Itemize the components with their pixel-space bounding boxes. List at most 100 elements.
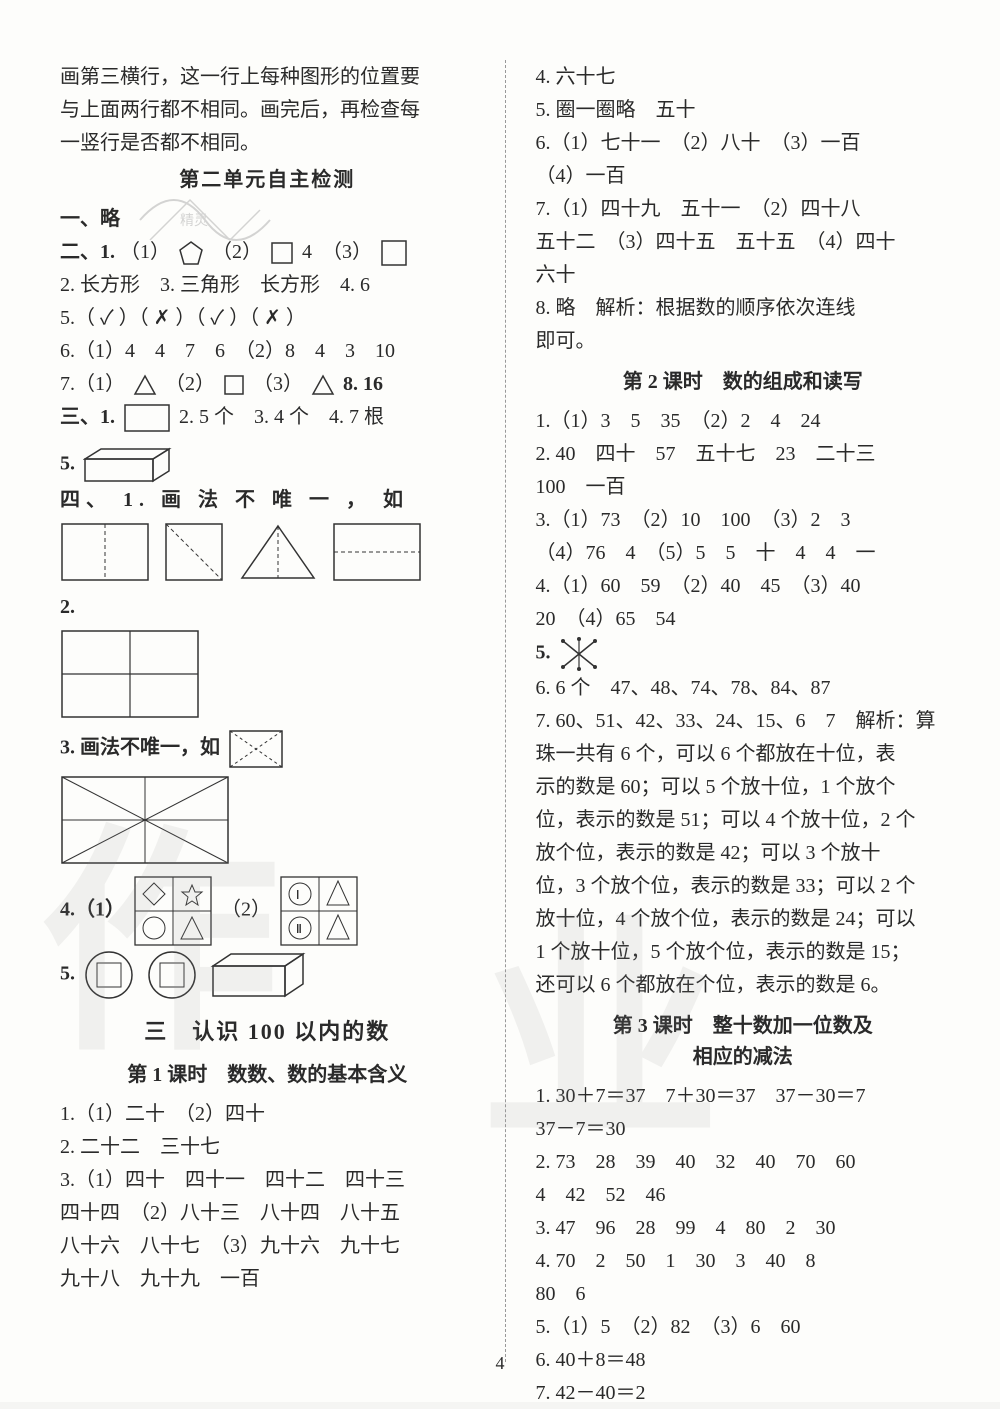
answer-line: 2. 二十二 三十七 (60, 1132, 475, 1163)
answer-line: 六十 (536, 260, 951, 291)
column-divider (505, 60, 506, 1362)
shape-row-2 (60, 629, 475, 719)
answer-line: 6. 6 个 47、48、74、78、84、87 (536, 673, 951, 704)
shape-row-1 (60, 522, 475, 582)
grid-shapes-1-icon (133, 875, 213, 947)
triangle-icon (311, 374, 335, 396)
answer-line: 八十六 八十七 （3）九十六 九十七 (60, 1231, 475, 1262)
intro-text: 与上面两行都不相同。画完后，再检查每 (60, 95, 475, 126)
answer-line: 1.（1）3 5 35 （2）2 4 24 (536, 406, 951, 437)
section-4-q2: 2. (60, 592, 475, 623)
answer-line: 放个位，表示的数是 42；可以 3 个放十 (536, 838, 951, 869)
answer-line: 4.（1）60 59 （2）40 45 （3）40 (536, 571, 951, 602)
label: 三、1. (60, 406, 115, 428)
label: 5. (60, 963, 75, 985)
section-3-q5: 5. (60, 447, 475, 483)
text: （2） (212, 241, 262, 263)
answer-line: 1. 30＋7＝37 7＋30＝37 37－30＝7 (536, 1081, 951, 1112)
answer-line: 7.（1）四十九 五十一 （2）四十八 (536, 194, 951, 225)
label: 4.（1） (60, 899, 125, 921)
answer-line: 即可。 (536, 326, 951, 357)
answer-line: 5.（ ✓ ）（ ✗ ）（ ✓ ）（ ✗ ） (60, 303, 475, 334)
rectangle-icon (123, 403, 171, 433)
answer-line: 1 个放十位，5 个放个位，表示的数是 15； (536, 937, 951, 968)
svg-text:Ⅱ: Ⅱ (296, 922, 302, 936)
unit-title: 三 认识 100 以内的数 (60, 1015, 475, 1049)
label: 5. (536, 642, 551, 664)
left-column: 画第三横行，这一行上每种图形的位置要 与上面两行都不相同。画完后，再检查每 一竖… (60, 60, 475, 1362)
answer-line: 2. 长方形 3. 三角形 长方形 4. 6 (60, 270, 475, 301)
answer-line: 6.（1）七十一 （2）八十 （3）一百 (536, 128, 951, 159)
test-title: 第二单元自主检测 (60, 165, 475, 196)
text: 8. 16 (343, 373, 383, 395)
text: （2） (221, 899, 271, 921)
answer-line: 100 一百 (536, 472, 951, 503)
text: 7.（1） (60, 373, 125, 395)
section-4-q4: 4.（1） （2） Ⅰ Ⅱ (60, 875, 475, 947)
triangle-icon (133, 374, 157, 396)
grid-shapes-2-icon: Ⅰ Ⅱ (279, 875, 359, 947)
rect-quartered-icon (60, 775, 230, 865)
page: 作 业 画第三横行，这一行上每种图形的位置要 与上面两行都不相同。画完后，再检查… (0, 0, 1000, 1402)
square-icon (223, 374, 245, 396)
rect-x-icon (228, 729, 284, 769)
intro-text: 画第三横行，这一行上每种图形的位置要 (60, 62, 475, 93)
circle-square-icon (146, 949, 198, 1001)
label: 5. (60, 453, 75, 475)
section-4-q3: 3. 画法不唯一，如 (60, 729, 475, 769)
svg-text:Ⅰ: Ⅰ (296, 888, 300, 902)
section-1: 一、略 (60, 204, 475, 235)
answer-line: （4）76 4 （5）5 5 十 4 4 一 (536, 538, 951, 569)
section-3: 三、1. 2. 5 个 3. 4 个 4. 7 根 (60, 402, 475, 433)
answer-line: 五十二 （3）四十五 五十五 （4）四十 (536, 227, 951, 258)
square-dashed-diag-icon (164, 522, 224, 582)
circle-square-icon (83, 949, 135, 1001)
text: （2） (165, 373, 215, 395)
answer-line: 37－7＝30 (536, 1114, 951, 1145)
answer-line: 1.（1）二十 （2）四十 (60, 1099, 475, 1130)
pentagon-icon (178, 240, 204, 266)
answer-line: 四十四 （2）八十三 八十四 八十五 (60, 1198, 475, 1229)
answer-line: 7. 60、51、42、33、24、15、6 7 解析：算 (536, 706, 951, 737)
answer-line: 3.（1）四十 四十一 四十二 四十三 (60, 1165, 475, 1196)
section-4-q1: 四、 1. 画 法 不 唯 一 ， 如 (60, 485, 475, 516)
answer-line: 位，3 个放个位，表示的数是 33；可以 2 个 (536, 871, 951, 902)
answer-line: 珠一共有 6 个，可以 6 个都放在十位，表 (536, 739, 951, 770)
cuboid-icon (209, 950, 309, 1000)
label: 二、1. (60, 241, 115, 263)
answer-line: 2. 40 四十 57 五十七 23 二十三 (536, 439, 951, 470)
section-4-q5: 5. (60, 949, 475, 1001)
answer-line: 还可以 6 个都放在个位，表示的数是 6。 (536, 970, 951, 1001)
answer-line: 4. 六十七 (536, 62, 951, 93)
page-number: 4 (0, 1350, 1000, 1378)
answer-line: 3. 47 96 28 99 4 80 2 30 (536, 1213, 951, 1244)
shape-row-3 (60, 775, 475, 865)
answer-line: 放十位，4 个放个位，表示的数是 24；可以 (536, 904, 951, 935)
lesson3-title-a: 第 3 课时 整十数加一位数及 (536, 1011, 951, 1042)
answer-line: 示的数是 60；可以 5 个放十位，1 个放个 (536, 772, 951, 803)
section-2-q7: 7.（1） （2） （3） 8. 16 (60, 369, 475, 400)
answer-line: 8. 略 解析：根据数的顺序依次连线 (536, 293, 951, 324)
answer-line: 2. 73 28 39 40 32 40 70 60 (536, 1147, 951, 1178)
text: （3） (253, 373, 303, 395)
lesson2-title: 第 2 课时 数的组成和读写 (536, 367, 951, 398)
grid-2x2-icon (60, 629, 200, 719)
answer-line: 7. 42－40＝2 (536, 1378, 951, 1409)
answer-line: 6.（1）4 4 7 6 （2）8 4 3 10 (60, 336, 475, 367)
square-icon (270, 241, 294, 265)
label: 3. 画法不唯一，如 (60, 737, 220, 759)
right-column: 4. 六十七 5. 圈一圈略 五十 6.（1）七十一 （2）八十 （3）一百 （… (536, 60, 951, 1362)
answer-line: 4. 70 2 50 1 30 3 40 8 (536, 1246, 951, 1277)
triangle-dashed-icon (238, 522, 318, 582)
text: （1） (120, 241, 170, 263)
answer-line: 九十八 九十九 一百 (60, 1264, 475, 1295)
answer-line: 80 6 (536, 1279, 951, 1310)
cuboid-icon (83, 447, 173, 483)
text: 8. 略 解析：根据数的顺序依次连线 (536, 297, 856, 319)
lesson3-title-b: 相应的减法 (536, 1042, 951, 1073)
rect-dashed-h-icon (332, 522, 422, 582)
intro-text: 一竖行是否都不相同。 (60, 128, 475, 159)
answer-line: 5. 圈一圈略 五十 (536, 95, 951, 126)
answer-line: 3.（1）73 （2）10 100 （3）2 3 (536, 505, 951, 536)
answer-line: 位，表示的数是 51；可以 4 个放十位，2 个 (536, 805, 951, 836)
